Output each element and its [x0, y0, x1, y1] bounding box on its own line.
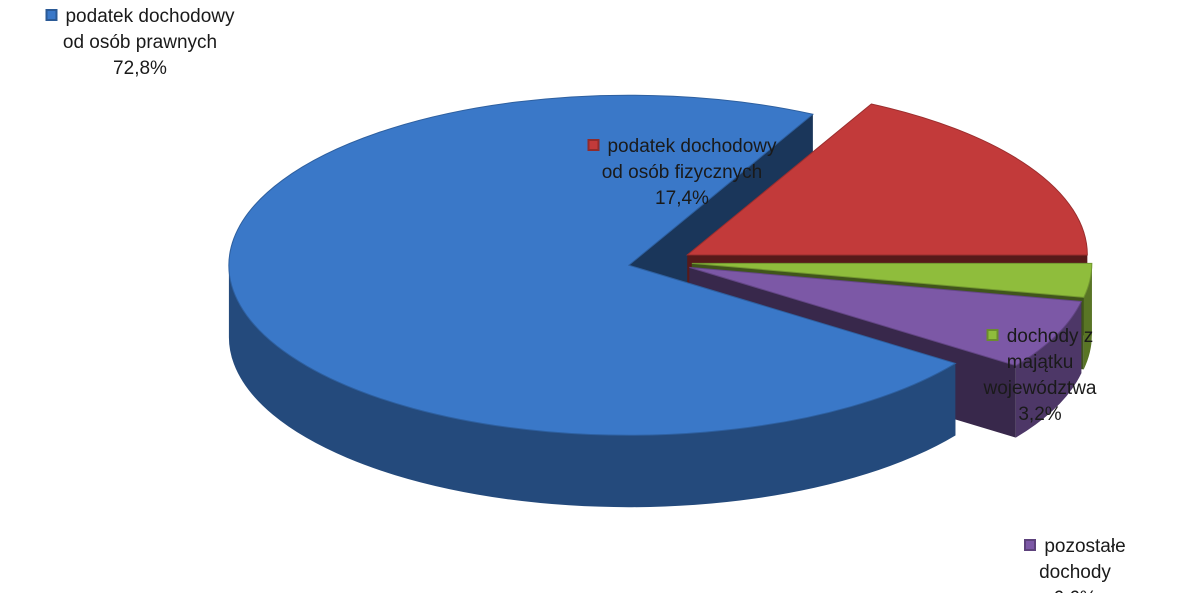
slice-side [1083, 263, 1092, 370]
label-name-line: podatek dochodowy od osób prawnych [45, 4, 235, 56]
slice-side [1015, 301, 1082, 438]
pie-slice [689, 266, 1083, 367]
pie-slice [691, 262, 1093, 298]
label-name: podatek dochodowy od osób prawnych [62, 6, 235, 53]
data-label: dochody z majątku województwa 3,2% [962, 324, 1119, 428]
label-value: 17,4% [655, 188, 709, 209]
legend-swatch [1024, 539, 1037, 551]
data-label: podatek dochodowy od osób prawnych 72,8% [45, 4, 235, 82]
label-value: 3,2% [1018, 404, 1062, 425]
label-name-line: pozostałe dochody [1014, 534, 1136, 586]
label-value: 72,8% [113, 58, 167, 79]
label-name-line: dochody z majątku województwa [962, 324, 1119, 402]
label-name: dochody z majątku województwa [983, 326, 1097, 399]
label-name: podatek dochodowy od osób fizycznych [601, 136, 777, 183]
legend-swatch [587, 139, 600, 151]
label-name-line: podatek dochodowy od osób fizycznych [587, 134, 777, 186]
data-label: pozostałe dochody 6,6% [1014, 534, 1136, 593]
legend-swatch [45, 9, 58, 21]
data-label: podatek dochodowy od osób fizycznych 17,4… [587, 134, 777, 212]
label-value: 6,6% [1014, 586, 1136, 593]
slice-side [228, 265, 956, 508]
pie-slice [228, 94, 957, 436]
legend-swatch [986, 329, 999, 341]
label-name: pozostałe dochody [1039, 536, 1126, 583]
pie-slice [685, 103, 1088, 256]
